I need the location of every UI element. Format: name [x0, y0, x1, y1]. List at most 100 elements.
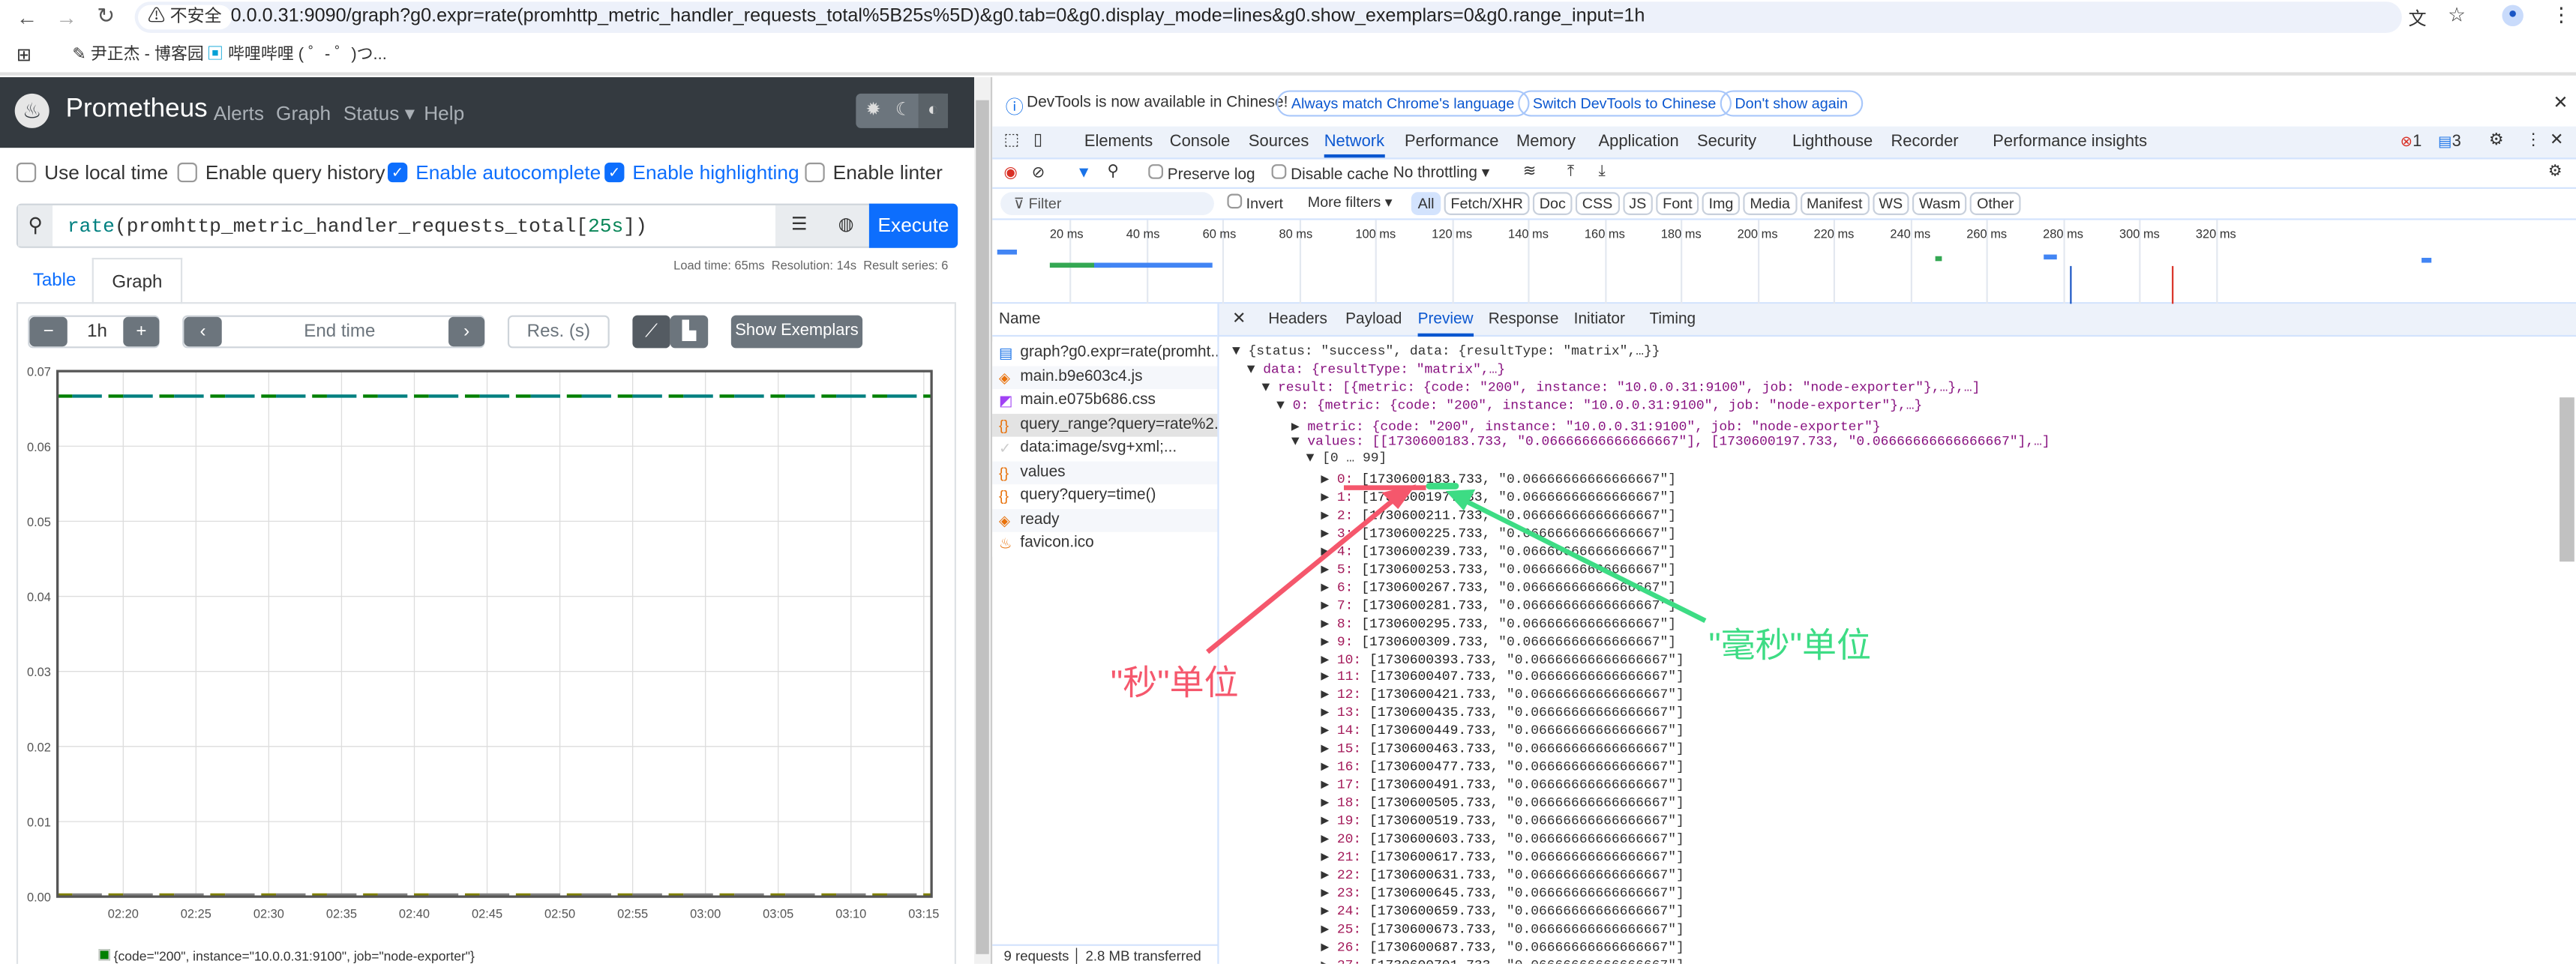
expand-toggle-icon[interactable]: ▶: [1321, 814, 1337, 830]
type-filter[interactable]: WS: [1872, 192, 1909, 215]
expand-toggle-icon[interactable]: ▶: [1321, 922, 1337, 938]
type-filter[interactable]: All: [1411, 192, 1441, 215]
option-checkbox[interactable]: Use local time: [16, 161, 168, 184]
type-filter[interactable]: Manifest: [1800, 192, 1870, 215]
devtools-tab[interactable]: Performance: [1405, 133, 1499, 151]
expand-toggle-icon[interactable]: ▼: [1276, 398, 1293, 414]
expand-toggle-icon[interactable]: ▶: [1321, 490, 1337, 506]
value-row[interactable]: ▶ 6: [1730600267.733, "0.066666666666666…: [1321, 577, 1676, 596]
expand-toggle-icon[interactable]: ▶: [1321, 652, 1337, 668]
devtools-tab[interactable]: Network: [1324, 133, 1385, 158]
value-row[interactable]: ▶ 11: [1730600407.733, "0.06666666666666…: [1321, 667, 1684, 686]
expand-toggle-icon[interactable]: ▶: [1321, 904, 1337, 920]
stacked-chart-icon[interactable]: ▙: [670, 315, 709, 349]
expand-toggle-icon[interactable]: ▶: [1321, 850, 1337, 866]
devtools-tab[interactable]: Recorder: [1891, 133, 1959, 151]
expand-toggle-icon[interactable]: ▶: [1321, 724, 1337, 740]
type-filter[interactable]: Media: [1743, 192, 1797, 215]
throttling-select[interactable]: No throttling ▾: [1393, 164, 1490, 183]
detail-tab[interactable]: Timing: [1649, 310, 1696, 329]
value-row[interactable]: ▶ 10: [1730600393.733, "0.06666666666666…: [1321, 649, 1684, 668]
page-scrollbar[interactable]: [974, 76, 991, 964]
type-filter[interactable]: Other: [1970, 192, 2021, 215]
chevron-right-icon[interactable]: ›: [448, 316, 485, 347]
expand-toggle-icon[interactable]: ▶: [1291, 419, 1308, 435]
detail-tab[interactable]: Initiator: [1573, 310, 1625, 329]
security-indicator[interactable]: ⚠ 不安全: [138, 4, 232, 30]
apps-icon[interactable]: ⊞: [16, 46, 32, 66]
expand-toggle-icon[interactable]: ▼: [1246, 362, 1264, 378]
value-row[interactable]: ▶ 14: [1730600449.733, "0.06666666666666…: [1321, 721, 1684, 740]
expand-toggle-icon[interactable]: ▶: [1321, 940, 1337, 956]
expand-toggle-icon[interactable]: ▶: [1321, 562, 1337, 578]
value-row[interactable]: ▶ 26: [1730600687.733, "0.06666666666666…: [1321, 937, 1684, 956]
close-detail-icon[interactable]: ✕: [1232, 310, 1246, 329]
expand-toggle-icon[interactable]: ▶: [1321, 959, 1337, 964]
expand-toggle-icon[interactable]: ▶: [1321, 868, 1337, 884]
network-overview[interactable]: 20 ms 40 ms 60 ms 80 ms 100 ms 120 ms 140 ms 16…: [992, 218, 2576, 306]
device-toolbar-icon[interactable]: ▯: [1033, 131, 1043, 150]
network-conditions-icon[interactable]: ≋: [1522, 162, 1537, 181]
value-row[interactable]: ▶ 8: [1730600295.733, "0.066666666666666…: [1321, 613, 1676, 632]
bookmark-cnblogs[interactable]: ✎ 尹正杰 - 博客园: [72, 46, 204, 64]
value-row[interactable]: ▶ 19: [1730600519.733, "0.06666666666666…: [1321, 811, 1684, 830]
name-column-header[interactable]: Name: [992, 304, 1218, 337]
request-row[interactable]: {} query?query=time(): [992, 484, 1218, 509]
value-row[interactable]: ▶ 21: [1730600617.733, "0.06666666666666…: [1321, 847, 1684, 866]
detail-tab[interactable]: Payload: [1345, 310, 1402, 329]
value-row[interactable]: ▶ 5: [1730600253.733, "0.066666666666666…: [1321, 559, 1676, 578]
expand-toggle-icon[interactable]: ▶: [1321, 760, 1337, 776]
type-filter[interactable]: Wasm: [1912, 192, 1967, 215]
value-row[interactable]: ▶ 15: [1730600463.733, "0.06666666666666…: [1321, 739, 1684, 758]
request-row[interactable]: ♨ favicon.ico: [992, 531, 1218, 556]
tab-table[interactable]: Table: [32, 271, 76, 291]
chevron-left-icon[interactable]: ‹: [184, 316, 222, 347]
json-node[interactable]: ▼ values: [[1730600183.733, "0.066666666…: [1291, 434, 2050, 449]
value-row[interactable]: ▶ 2: [1730600211.733, "0.066666666666666…: [1321, 505, 1676, 524]
tab-graph[interactable]: Graph: [91, 257, 183, 304]
value-row[interactable]: ▶ 18: [1730600505.733, "0.06666666666666…: [1321, 793, 1684, 812]
json-node[interactable]: ▼ result: [{metric: {code: "200", instan…: [1261, 381, 1980, 396]
more-filters-button[interactable]: More filters ▾: [1307, 193, 1393, 211]
expand-toggle-icon[interactable]: ▶: [1321, 526, 1337, 542]
expand-toggle-icon[interactable]: ▼: [1291, 434, 1308, 450]
expand-toggle-icon[interactable]: ▶: [1321, 688, 1337, 704]
disable-cache-checkbox[interactable]: Disable cache: [1271, 164, 1389, 184]
devtools-tab[interactable]: Application: [1598, 133, 1679, 151]
devtools-tab[interactable]: Memory: [1516, 133, 1576, 151]
request-row[interactable]: ✓ data:image/svg+xml;...: [992, 436, 1218, 461]
type-filter[interactable]: CSS: [1575, 192, 1620, 215]
expand-toggle-icon[interactable]: ▶: [1321, 886, 1337, 902]
option-checkbox[interactable]: ✓ Enable highlighting: [604, 161, 799, 184]
star-icon[interactable]: ☆: [2448, 3, 2466, 27]
range-input[interactable]: 1h: [87, 322, 107, 342]
dont-show-button[interactable]: Don't show again: [1720, 90, 1863, 117]
close-devtools-icon[interactable]: ✕: [2549, 131, 2564, 150]
expand-toggle-icon[interactable]: ▶: [1321, 832, 1337, 848]
expand-toggle-icon[interactable]: ▶: [1321, 508, 1337, 524]
value-row[interactable]: ▶ 20: [1730600603.733, "0.06666666666666…: [1321, 829, 1684, 848]
range-decrease-button[interactable]: −: [29, 316, 67, 347]
expand-toggle-icon[interactable]: ▶: [1321, 580, 1337, 596]
json-node[interactable]: ▼ 0: {metric: {code: "200", instance: "1…: [1276, 399, 1922, 414]
request-row[interactable]: {} query_range?query=rate%2...: [992, 412, 1218, 437]
value-row[interactable]: ▶ 22: [1730600631.733, "0.06666666666666…: [1321, 865, 1684, 884]
menu-icon[interactable]: ⋮: [2551, 3, 2572, 27]
prometheus-logo-icon[interactable]: ♨: [14, 93, 49, 128]
request-row[interactable]: ◈ ready: [992, 508, 1218, 532]
dark-theme-icon[interactable]: ☾: [895, 100, 912, 120]
expand-toggle-icon[interactable]: ▼: [1232, 345, 1249, 360]
show-exemplars-button[interactable]: Show Exemplars: [730, 315, 863, 349]
nav-alerts[interactable]: Alerts: [213, 101, 265, 125]
type-filter[interactable]: JS: [1622, 192, 1654, 215]
brand[interactable]: Prometheus: [65, 95, 208, 124]
query-input[interactable]: rate(promhttp_metric_handler_requests_to…: [67, 215, 647, 238]
preserve-log-checkbox[interactable]: Preserve log: [1148, 164, 1255, 184]
metrics-explorer-icon[interactable]: ◍: [823, 205, 869, 247]
reload-icon[interactable]: ↻: [97, 3, 115, 28]
request-row[interactable]: ◩ main.e075b686.css: [992, 389, 1218, 413]
option-checkbox[interactable]: Enable query history: [177, 161, 385, 184]
devtools-tab[interactable]: Console: [1169, 133, 1231, 151]
nav-help[interactable]: Help: [424, 101, 465, 125]
range-increase-button[interactable]: +: [123, 316, 160, 347]
